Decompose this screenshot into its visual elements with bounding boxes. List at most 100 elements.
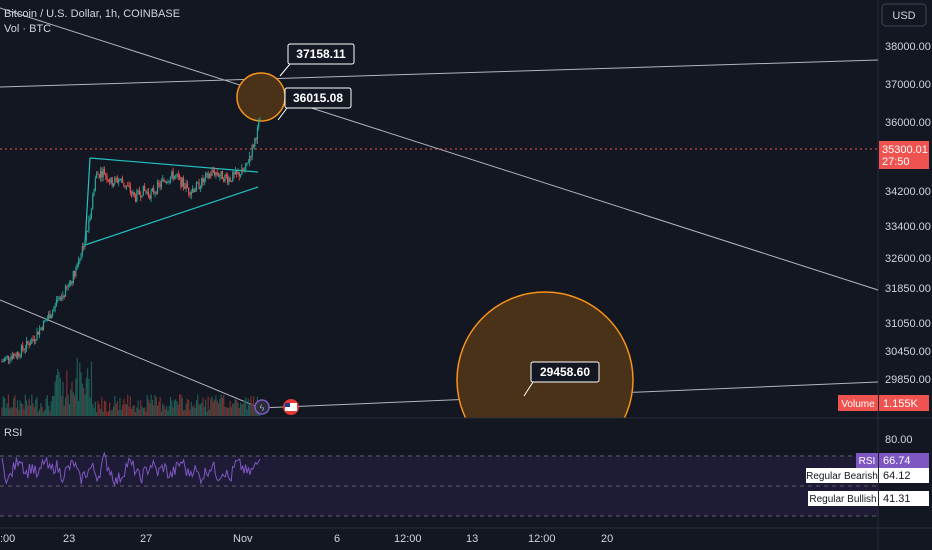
volume-bar [156,405,159,416]
volume-bar [177,404,179,416]
candle-body [214,171,216,176]
volume-bar [46,395,48,416]
time-tick: 23 [63,533,75,545]
candle-body [160,181,163,187]
candle-body [6,355,8,358]
lower-trendline[interactable] [0,299,261,409]
callout-37158[interactable]: 37158.11 [279,43,355,77]
volume-bar [158,401,160,416]
candle-body [153,188,155,194]
rsi-tick: 80.00 [885,434,913,446]
volume-bar [97,400,99,416]
volume-bar [71,381,73,416]
candle-body [132,192,134,195]
price-tick: 32600.00 [885,253,931,265]
rsi-value-badge [879,453,929,468]
volume-bar [141,406,143,416]
candle-body [76,263,78,268]
resistance-trendline[interactable] [0,59,879,88]
candle-body [57,300,59,302]
candle-body [202,178,204,183]
volume-bar [175,399,177,416]
volume-bar [203,407,205,416]
candle-body [116,178,118,183]
price-axis[interactable]: 38000.00 37000.00 36000.00 34200.00 3340… [885,41,931,446]
target-circle-top[interactable] [236,72,286,122]
volume-bar [138,409,141,416]
volume-bar [212,401,214,416]
candle-body [252,145,255,147]
candle-body [156,182,159,194]
candle-body [199,187,201,190]
volume-bar [124,404,126,416]
candle-body [129,186,131,193]
candle-body [163,179,165,182]
volume-bar [195,400,198,416]
triangle-upper-edge[interactable] [89,157,259,173]
candle-body [242,168,244,172]
volume-bar [254,405,256,416]
callout-36015[interactable]: 36015.08 [277,87,352,121]
volume-bar [22,404,24,416]
lightning-icon[interactable] [254,399,270,415]
candle-body [26,340,28,349]
bearish-label-badge [806,468,878,483]
candle-body [2,361,4,363]
candle-body [97,173,99,175]
volume-bar [142,407,144,416]
volume-bar [252,396,255,416]
volume-bar [32,403,34,416]
volume-bar [167,410,169,416]
volume-bar [147,399,150,416]
candle-body [133,192,135,196]
volume-bar [206,411,208,416]
candle-body [226,176,229,183]
volume-bar [64,397,67,416]
candle-body [221,171,224,180]
volume-bar [74,395,76,416]
candle-body [203,178,205,183]
volume-bar [136,407,138,416]
volume-bar [98,404,100,416]
volume-label: Volume [841,399,875,410]
volume-bar [112,406,115,416]
time-axis[interactable]: :00 23 27 Nov 6 12:00 13 12:00 20 [0,533,613,545]
volume-bar [84,394,86,416]
descending-trendline[interactable] [0,7,879,291]
symbol-title[interactable]: Bitcoin / U.S. Dollar, 1h, COINBASE [4,8,180,20]
volume-bar [234,399,236,416]
volume-bar [181,397,183,416]
candle-body [225,174,227,177]
rsi-pane [1,451,261,487]
volume-bar [54,381,56,416]
candle-body [22,345,24,350]
callout-label: 36015.08 [293,91,343,105]
rsi-line [1,451,261,487]
volume-bar [202,397,204,416]
bearish-value: 64.12 [883,470,911,482]
callout-29458[interactable]: 29458.60 [523,361,600,397]
volume-legend[interactable]: Vol · BTC [4,23,51,35]
triangle-left-edge[interactable] [84,157,91,246]
volume-label-badge [838,395,878,411]
volume-bar [49,410,51,416]
rsi-legend[interactable]: RSI [4,427,22,439]
price-tick: 38000.00 [885,41,931,53]
volume-bar [238,407,240,416]
candle-body [144,185,146,191]
volume-bar [62,382,64,416]
candle-body [86,231,89,233]
candle-body [159,184,161,187]
candle-body [16,352,19,357]
candle-body [92,194,94,210]
triangle-lower-edge[interactable] [84,186,259,246]
volume-bar [229,400,231,416]
candle-body [219,175,221,177]
time-tick: 20 [601,533,613,545]
volume-bar [134,411,137,416]
volume-bar [88,378,90,416]
currency-button[interactable] [881,3,927,27]
volume-bar [242,403,244,416]
candle-body [229,178,231,181]
